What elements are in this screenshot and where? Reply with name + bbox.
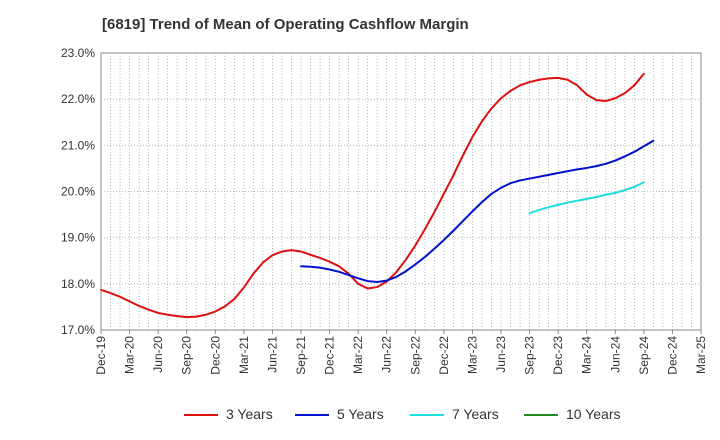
x-tick-label: Dec-19: [94, 336, 108, 375]
y-tick-label: 22.0%: [61, 92, 95, 106]
legend-label: 5 Years: [337, 406, 384, 422]
series-lines: [100, 72, 655, 319]
x-tick-label: Sep-22: [408, 336, 422, 375]
x-tick-label: Sep-20: [180, 336, 194, 375]
x-tick-label: Jun-22: [380, 336, 394, 373]
legend-label: 3 Years: [226, 406, 273, 422]
series-line-3-years: [100, 72, 645, 319]
legend-swatch: [410, 414, 444, 416]
legend-swatch: [524, 414, 558, 416]
chart-title: [6819] Trend of Mean of Operating Cashfl…: [102, 16, 469, 33]
x-tick-label: Mar-23: [465, 336, 479, 374]
x-tick-label: Sep-21: [294, 336, 308, 375]
x-tick-label: Sep-24: [637, 336, 651, 375]
x-axis-ticks: Dec-19 Mar-20 Jun-20 Sep-20 Dec-20 Mar-21 Jun-…: [94, 330, 708, 375]
x-tick-label: Jun-24: [608, 336, 622, 373]
y-tick-label: 19.0%: [61, 231, 95, 245]
legend-swatch: [184, 414, 218, 416]
series-line-7-years: [528, 181, 645, 215]
x-tick-label: Jun-20: [151, 336, 165, 373]
y-axis-ticks: 17.0% 18.0% 19.0% 20.0% 21.0% 22.0% 23.0%: [61, 46, 95, 337]
legend-label: 10 Years: [566, 406, 621, 422]
line-chart: 17.0% 18.0% 19.0% 20.0% 21.0% 22.0% 23.0% Dec-…: [61, 46, 708, 375]
x-tick-label: Mar-21: [237, 336, 251, 374]
x-tick-label: Sep-23: [523, 336, 537, 375]
y-tick-label: 18.0%: [61, 277, 95, 291]
legend-swatch: [295, 414, 329, 416]
plot-area-border: [100, 52, 702, 331]
x-tick-label: Dec-22: [437, 336, 451, 375]
legend: 3 Years 5 Years 7 Years 10 Years: [0, 404, 720, 426]
y-tick-label: 17.0%: [61, 323, 95, 337]
x-tick-label: Jun-23: [494, 336, 508, 373]
y-tick-label: 20.0%: [61, 185, 95, 199]
x-tick-label: Dec-23: [551, 336, 565, 375]
y-tick-label: 21.0%: [61, 138, 95, 152]
series-line-5-years: [300, 139, 655, 283]
x-tick-label: Mar-25: [694, 336, 708, 374]
x-tick-label: Dec-20: [208, 336, 222, 375]
x-tick-label: Mar-22: [351, 336, 365, 374]
x-tick-label: Dec-24: [665, 336, 679, 375]
x-tick-label: Mar-20: [123, 336, 137, 374]
legend-label: 7 Years: [452, 406, 499, 422]
x-tick-label: Dec-21: [323, 336, 337, 375]
grid-lines: [101, 53, 701, 330]
x-tick-label: Jun-21: [265, 336, 279, 373]
x-tick-label: Mar-24: [580, 336, 594, 374]
y-tick-label: 23.0%: [61, 46, 95, 60]
